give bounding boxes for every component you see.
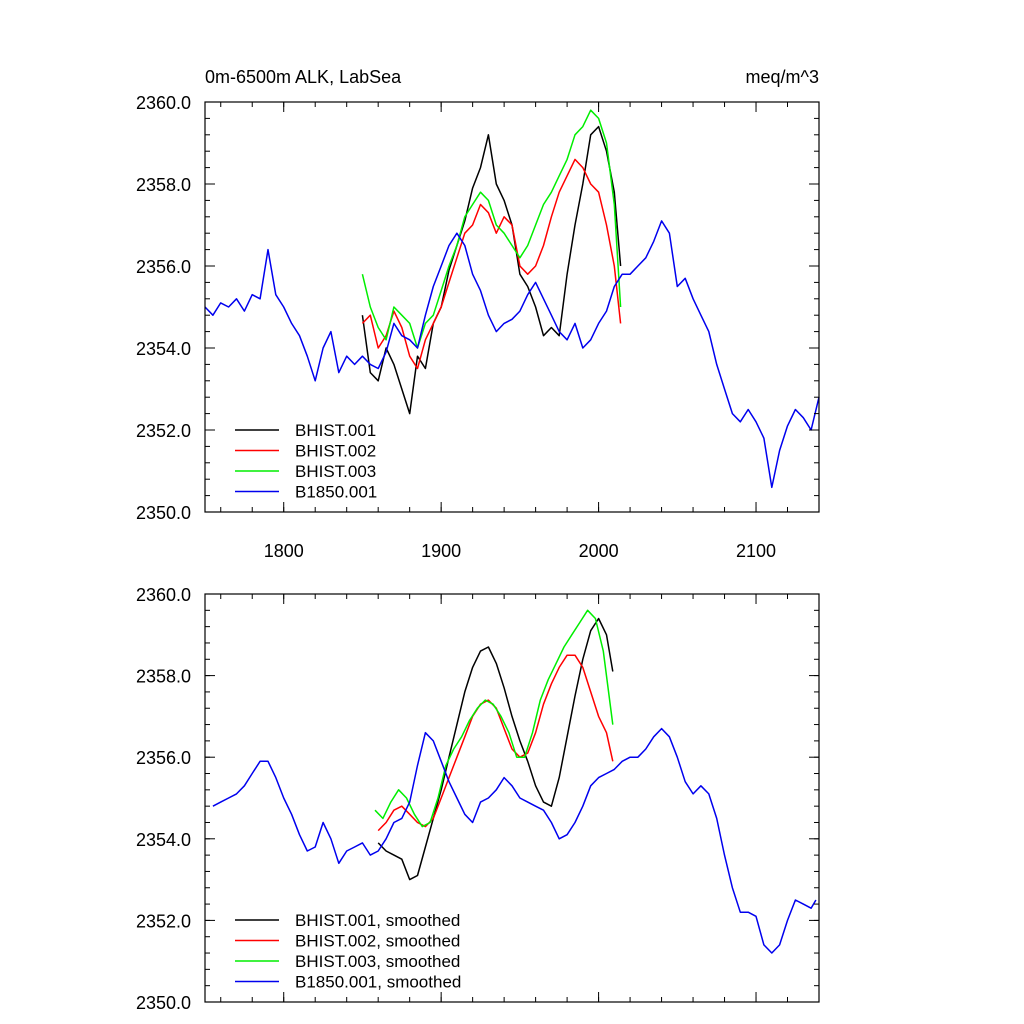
top-series-line-1 [361,125,622,415]
bottom-panel: 2350.0 2352.0 2354.0 2356.0 2358.0 2360.0 BHIS… [136,585,820,1013]
bottom-y-tick-label: 2360.0 [136,585,191,605]
top-y-tick-label: 2350.0 [136,503,191,523]
top-y-tick-label: 2354.0 [136,339,191,359]
bottom-y-tick-label: 2358.0 [136,667,191,687]
bottom-y-tick-label: 2356.0 [136,748,191,768]
top-x-tick-label: 1800 [264,541,304,561]
top-y-tick-label: 2358.0 [136,175,191,195]
top-series-line-3 [361,109,622,349]
top-x-tick-label: 1900 [421,541,461,561]
bottom-y-tick-label: 2354.0 [136,830,191,850]
bottom-y-tick-label: 2352.0 [136,911,191,931]
bottom-legend-label: B1850.001, smoothed [295,973,461,992]
top-chart-title: 0m-6500m ALK, LabSea [205,67,402,87]
top-legend-label: BHIST.001 [295,421,376,440]
top-legend-label: BHIST.002 [295,442,376,461]
bottom-series-line-1 [377,617,614,881]
top-legend-label: B1850.001 [295,483,377,502]
bottom-legend-label: BHIST.003, smoothed [295,952,460,971]
top-y-tick-label: 2356.0 [136,257,191,277]
top-series-line-4 [204,220,820,489]
top-chart-units: meq/m^3 [746,67,819,87]
top-x-tick-label: 2000 [579,541,619,561]
bottom-series-line-4 [212,727,817,954]
top-legend-label: BHIST.003 [295,462,376,481]
top-y-tick-label: 2352.0 [136,421,191,441]
bottom-legend-label: BHIST.001, smoothed [295,911,460,930]
top-panel: 0m-6500m ALK, LabSea meq/m^3 2350.0 2352.… [136,67,820,561]
top-series-line-2 [361,158,622,370]
bottom-legend-label: BHIST.002, smoothed [295,932,460,951]
bottom-series-line-3 [374,609,614,828]
top-x-tick-label: 2100 [736,541,776,561]
top-y-tick-label: 2360.0 [136,93,191,113]
bottom-plot-frame [204,593,820,1003]
bottom-y-tick-label: 2350.0 [136,993,191,1013]
top-plot-frame [204,101,820,513]
